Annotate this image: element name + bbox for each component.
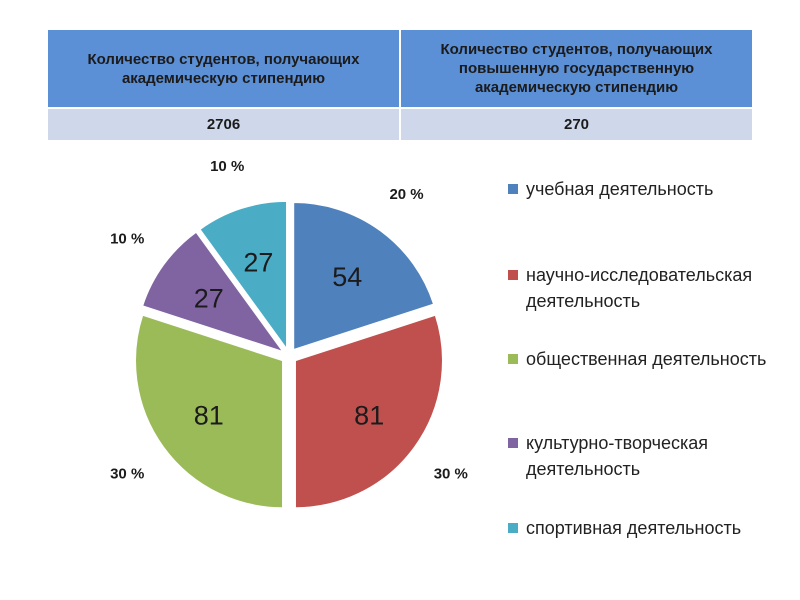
legend-item-1: научно-исследовательская деятельность [508,262,798,314]
legend-swatch-1 [508,270,518,280]
pie-slice-4 [199,200,288,350]
legend-item-2: общественная деятельность [508,346,798,372]
slice-percent-label-0: 20 % [389,186,423,203]
slice-percent-label-4: 10 % [210,158,244,175]
legend-label-0: учебная деятельность [526,179,714,199]
slice-value-label-0: 54 [332,262,362,292]
table-header-row: Количество студентов, получающих академи… [48,30,752,108]
pie-slice-1 [294,314,443,509]
pie-slice-3 [142,231,284,353]
slice-value-label-2: 81 [194,400,224,430]
legend-label-2: общественная деятельность [526,349,767,369]
scholarship-table: Количество студентов, получающих академи… [48,30,752,140]
slice-value-label-4: 27 [243,248,273,278]
legend-label-1: научно-исследовательская деятельность [526,265,753,311]
slice-percent-label-2: 30 % [110,466,144,483]
slice-value-label-3: 27 [194,284,224,314]
legend-label-4: спортивная деятельность [526,518,742,538]
legend-swatch-0 [508,184,518,194]
legend-item-4: спортивная деятельность [508,515,798,541]
slice-value-label-1: 81 [354,400,384,430]
header-increased-scholarship: Количество студентов, получающих повышен… [400,30,752,108]
legend-swatch-4 [508,523,518,533]
slice-percent-label-3: 10 % [110,230,144,247]
legend-item-0: учебная деятельность [508,176,798,202]
value-increased-scholarship: 270 [400,107,752,140]
value-academic-scholarship: 2706 [48,107,401,140]
legend-label-3: культурно-творческая деятельность [526,433,709,479]
legend-swatch-3 [508,438,518,448]
header-academic-scholarship: Количество студентов, получающих академи… [48,30,401,108]
pie-chart: 54 20 % 81 30 % 81 30 % 27 10 % 27 10 % [110,158,468,509]
legend-item-3: культурно-творческая деятельность [508,430,798,482]
slice-percent-label-1: 30 % [434,466,468,483]
pie-slice-2 [135,314,284,509]
legend-swatch-2 [508,354,518,364]
pie-slice-0 [293,202,435,351]
table-row: 2706 270 [48,107,752,140]
